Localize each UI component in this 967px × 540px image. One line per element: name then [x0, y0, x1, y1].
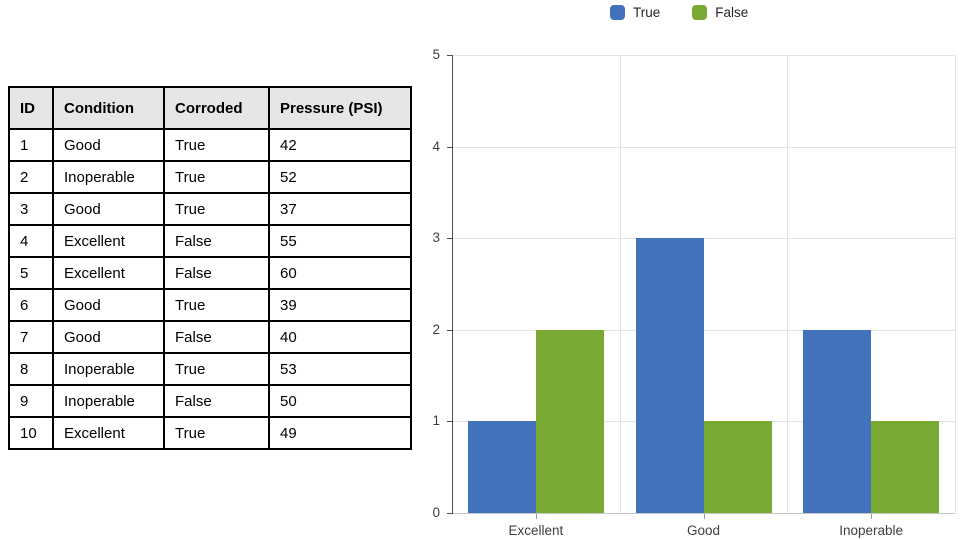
table-header-row: ID Condition Corroded Pressure (PSI): [8, 86, 412, 130]
y-axis-tick: [447, 55, 452, 56]
y-axis-tick: [447, 329, 452, 331]
legend-label-false: False: [715, 5, 749, 20]
table-cell: False: [163, 384, 270, 418]
x-axis-baseline: [452, 513, 955, 514]
bar-false-inoperable: [871, 421, 940, 513]
table-body: 1 Good True 42 2 Inoperable True 52 3 Good True 37 4…: [8, 128, 412, 450]
table-cell: 7: [8, 320, 54, 354]
table-cell: 42: [268, 128, 412, 162]
table-cell: True: [163, 128, 270, 162]
bar-true-excellent: [467, 421, 536, 513]
y-axis-tick-label: 3: [432, 230, 440, 246]
y-axis-tick: [447, 238, 452, 240]
table-cell: True: [163, 160, 270, 194]
table-cell: Good: [52, 288, 165, 322]
table-cell: Good: [52, 320, 165, 354]
y-axis-tick-label: 0: [432, 505, 440, 520]
y-axis-tick: [447, 146, 452, 148]
x-axis-category-label: Good: [686, 523, 720, 538]
y-axis-tick-label: 5: [432, 47, 440, 62]
table-cell: 5: [8, 256, 54, 290]
gridline-vertical: [619, 55, 621, 513]
table-cell: Excellent: [52, 416, 165, 450]
table-cell: 6: [8, 288, 54, 322]
gridline-horizontal: [452, 146, 955, 148]
table-cell: 40: [268, 320, 412, 354]
table-cell: Good: [52, 192, 165, 226]
x-axis-category-label: Excellent: [508, 523, 564, 538]
table-cell: True: [163, 192, 270, 226]
gridline-horizontal: [452, 55, 955, 56]
table-row: 9 Inoperable False 50: [8, 384, 412, 418]
table-cell: 9: [8, 384, 54, 418]
table-cell: Good: [52, 128, 165, 162]
table-cell: 10: [8, 416, 54, 450]
table-cell: 49: [268, 416, 412, 450]
table-header-cell: Corroded: [163, 86, 270, 130]
legend-label-true: True: [633, 5, 661, 20]
table-row: 8 Inoperable True 53: [8, 352, 412, 386]
table-cell: 8: [8, 352, 54, 386]
bar-true-inoperable: [803, 329, 872, 513]
bar-false-good: [703, 421, 772, 513]
y-axis-tick: [447, 513, 452, 514]
data-table: ID Condition Corroded Pressure (PSI) 1 Good T…: [8, 86, 412, 450]
legend-swatch-true-icon: [610, 5, 625, 20]
table-cell: 39: [268, 288, 412, 322]
table-cell: True: [163, 352, 270, 386]
table-cell: 1: [8, 128, 54, 162]
table-cell: Excellent: [52, 256, 165, 290]
x-axis-tick: [535, 514, 537, 519]
y-axis-line: [452, 55, 453, 514]
x-axis-category-label: Inoperable: [839, 523, 904, 538]
x-axis-tick: [871, 514, 873, 519]
table-cell: 3: [8, 192, 54, 226]
table-row: 1 Good True 42: [8, 128, 412, 162]
gridline-horizontal: [452, 238, 955, 240]
table-header: ID Condition Corroded Pressure (PSI): [8, 86, 412, 130]
table-cell: False: [163, 256, 270, 290]
table-row: 7 Good False 40: [8, 320, 412, 354]
chart-legend: True False: [610, 5, 748, 20]
table-cell: 52: [268, 160, 412, 194]
table-cell: 37: [268, 192, 412, 226]
gridline-vertical: [787, 55, 789, 513]
table-cell: True: [163, 416, 270, 450]
legend-swatch-false-icon: [692, 5, 708, 20]
y-axis-tick-label: 2: [432, 321, 440, 337]
bar-true-good: [635, 238, 704, 513]
table-row: 10 Excellent True 49: [8, 416, 412, 450]
table-cell: Inoperable: [52, 352, 165, 386]
x-axis-tick: [703, 514, 705, 519]
table-cell: 53: [268, 352, 412, 386]
table-cell: False: [163, 320, 270, 354]
y-axis-tick-label: 4: [432, 138, 440, 154]
table-row: 2 Inoperable True 52: [8, 160, 412, 194]
table-header-cell: Condition: [52, 86, 165, 130]
table-header-cell: Pressure (PSI): [268, 86, 412, 130]
table-cell: 55: [268, 224, 412, 258]
table-cell: True: [163, 288, 270, 322]
table-cell: False: [163, 224, 270, 258]
table-cell: Inoperable: [52, 384, 165, 418]
table-cell: 4: [8, 224, 54, 258]
table-row: 4 Excellent False 55: [8, 224, 412, 258]
y-axis-tick-label: 1: [432, 413, 440, 429]
bar-false-excellent: [535, 329, 604, 513]
table-row: 6 Good True 39: [8, 288, 412, 322]
table-row: 5 Excellent False 60: [8, 256, 412, 290]
table-cell: Inoperable: [52, 160, 165, 194]
gridline-horizontal: [452, 329, 955, 331]
table-cell: 50: [268, 384, 412, 418]
legend-item-false: False: [692, 5, 748, 20]
legend-item-true: True: [610, 5, 660, 20]
table-cell: 60: [268, 256, 412, 290]
table-cell: Excellent: [52, 224, 165, 258]
gridline-vertical: [955, 55, 956, 513]
y-axis-tick: [447, 421, 452, 423]
table-cell: 2: [8, 160, 54, 194]
table-header-cell: ID: [8, 86, 54, 130]
table-row: 3 Good True 37: [8, 192, 412, 226]
